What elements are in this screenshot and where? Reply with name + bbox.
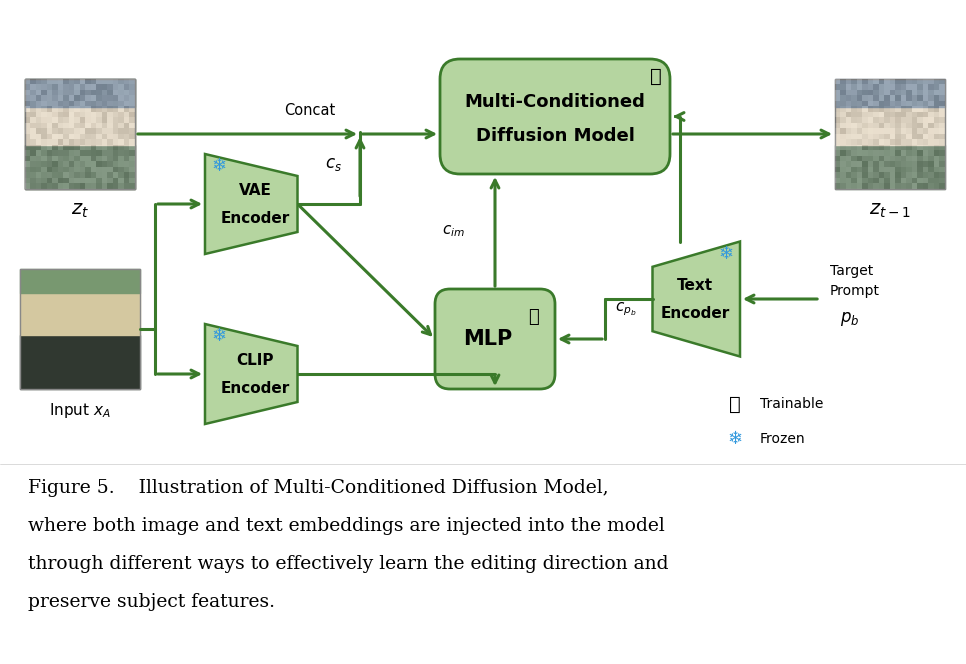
Text: Target: Target xyxy=(830,264,873,278)
Text: 🔥: 🔥 xyxy=(528,308,539,326)
Text: MLP: MLP xyxy=(463,329,512,349)
Text: $z_{t-1}$: $z_{t-1}$ xyxy=(869,201,911,220)
Text: 🔥: 🔥 xyxy=(729,394,741,414)
Bar xyxy=(835,106,945,145)
Text: Trainable: Trainable xyxy=(760,397,823,411)
Text: Frozen: Frozen xyxy=(760,432,806,446)
Text: Encoder: Encoder xyxy=(220,210,290,226)
Text: ❄: ❄ xyxy=(212,327,227,345)
Text: $c_s$: $c_s$ xyxy=(325,155,342,173)
Bar xyxy=(25,145,135,189)
Text: ❄: ❄ xyxy=(727,430,743,448)
Bar xyxy=(835,145,945,189)
Bar xyxy=(25,106,135,145)
FancyBboxPatch shape xyxy=(440,59,670,174)
Text: CLIP: CLIP xyxy=(237,353,273,367)
Text: Encoder: Encoder xyxy=(220,380,290,396)
Text: through different ways to effectively learn the editing direction and: through different ways to effectively le… xyxy=(28,555,668,573)
FancyBboxPatch shape xyxy=(25,79,135,189)
Text: Diffusion Model: Diffusion Model xyxy=(475,127,635,145)
Text: $c_{im}$: $c_{im}$ xyxy=(442,224,465,239)
Bar xyxy=(25,129,135,189)
Text: ❄: ❄ xyxy=(719,244,733,262)
Bar xyxy=(20,293,140,335)
Polygon shape xyxy=(652,242,740,357)
Text: Text: Text xyxy=(677,278,713,293)
Text: Concat: Concat xyxy=(284,103,335,118)
Polygon shape xyxy=(205,154,298,254)
Text: $p_b$: $p_b$ xyxy=(840,310,860,328)
Bar xyxy=(25,79,135,129)
Text: Encoder: Encoder xyxy=(661,305,729,321)
Text: where both image and text embeddings are injected into the model: where both image and text embeddings are… xyxy=(28,517,665,535)
Text: VAE: VAE xyxy=(239,183,271,197)
Text: ❄: ❄ xyxy=(212,157,227,175)
Text: $z_t$: $z_t$ xyxy=(71,201,89,220)
Text: Prompt: Prompt xyxy=(830,284,880,298)
Bar xyxy=(20,269,140,293)
Text: 🔥: 🔥 xyxy=(650,67,662,86)
Bar xyxy=(25,79,135,106)
Text: Multi-Conditioned: Multi-Conditioned xyxy=(465,92,645,110)
Text: $c_{p_b}$: $c_{p_b}$ xyxy=(615,300,637,318)
FancyBboxPatch shape xyxy=(435,289,555,389)
Text: Figure 5.    Illustration of Multi-Conditioned Diffusion Model,: Figure 5. Illustration of Multi-Conditio… xyxy=(28,479,609,497)
Bar xyxy=(20,335,140,389)
Polygon shape xyxy=(205,324,298,424)
Bar xyxy=(835,79,945,106)
Text: Input $x_A$: Input $x_A$ xyxy=(49,401,111,420)
Text: preserve subject features.: preserve subject features. xyxy=(28,593,275,611)
